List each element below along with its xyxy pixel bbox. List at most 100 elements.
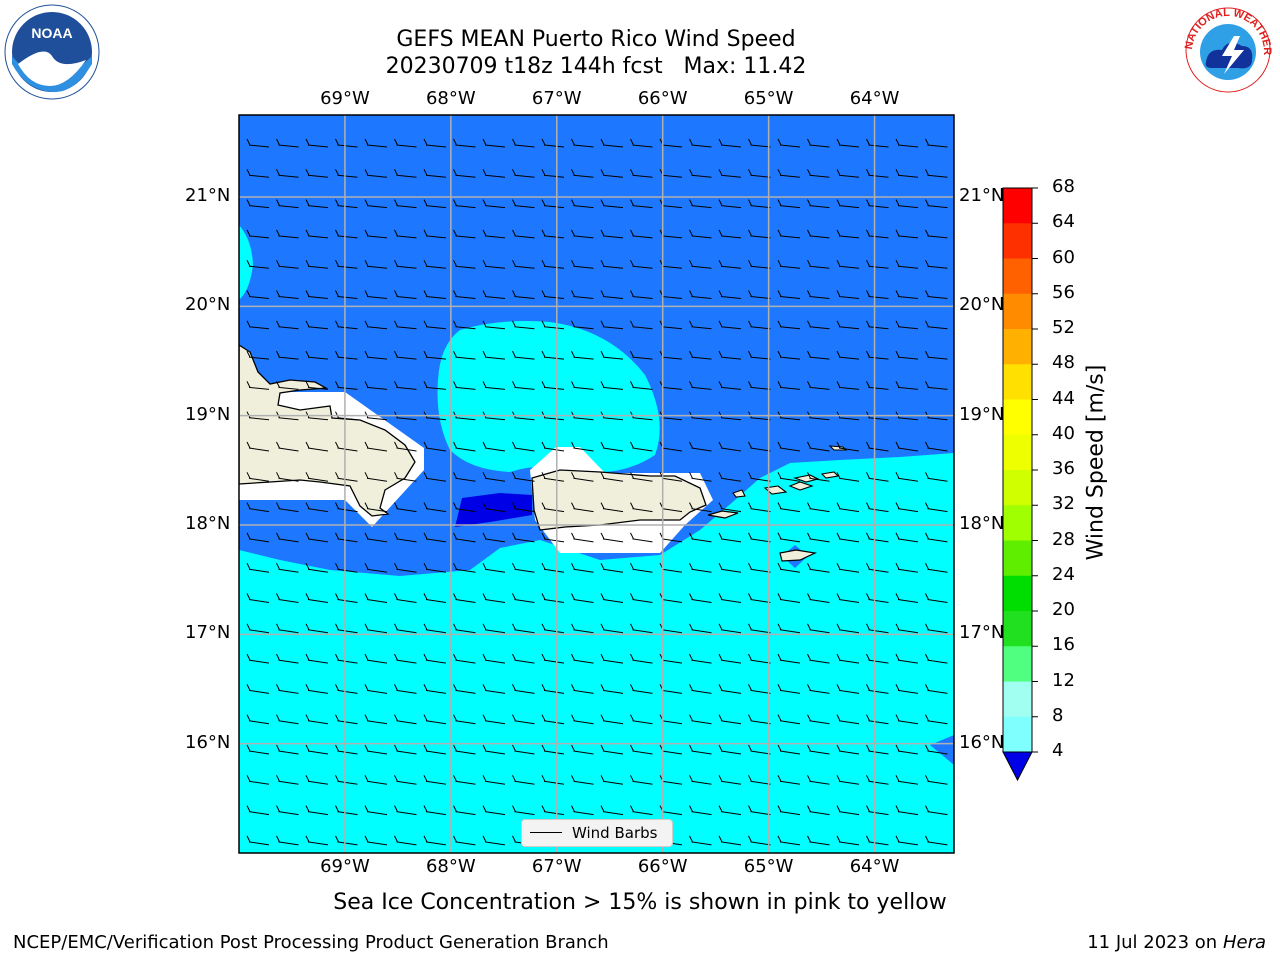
wind-barb (630, 138, 653, 148)
wind-barb (335, 653, 358, 664)
wind-barb (689, 775, 712, 785)
colorbar-segment (1003, 681, 1032, 718)
map-legend: Wind Barbs (521, 819, 673, 847)
wind-barb (718, 502, 742, 513)
wind-barb (689, 138, 712, 148)
wind-barb (689, 350, 712, 360)
wind-barb (482, 411, 506, 421)
wind-barb (541, 472, 565, 482)
wind-barb (571, 532, 594, 543)
wind-barb (836, 411, 860, 421)
wind-barb (423, 653, 447, 664)
wind-barb (748, 229, 771, 239)
wind-barb (600, 593, 624, 603)
wind-barb (630, 593, 653, 603)
wind-barb (394, 199, 417, 209)
wind-barb (453, 775, 476, 785)
wind-barb (718, 744, 742, 755)
colorbar-segment (1003, 364, 1032, 400)
land-st-croix (779, 549, 818, 562)
wind-barb (541, 502, 565, 513)
wind-barb (807, 653, 830, 664)
wind-barb (276, 805, 299, 816)
wind-barb (305, 744, 329, 755)
wind-barb (630, 169, 653, 178)
wind-barb (512, 502, 535, 513)
wind-barb (836, 229, 860, 239)
wind-barb (866, 775, 889, 785)
wind-field-cyan-west (239, 225, 253, 300)
wind-barb (364, 290, 388, 299)
wind-barb (276, 653, 299, 664)
wind-barb (571, 744, 594, 755)
wind-barb (689, 320, 712, 330)
wind-barb (394, 714, 417, 725)
wind-barb (246, 684, 270, 694)
wind-barb (305, 835, 329, 846)
wind-barb (394, 411, 417, 421)
wind-barb (689, 744, 712, 755)
wind-barb (571, 441, 594, 452)
wind-barb (689, 441, 712, 452)
wind-barb (748, 441, 771, 452)
wind-barb (512, 138, 535, 148)
wind-barb (335, 562, 358, 573)
wind-barb (423, 623, 447, 634)
wind-barb (836, 320, 860, 330)
lon-label: 65°W (743, 88, 794, 109)
wind-barb (512, 653, 535, 664)
wind-barb (246, 532, 270, 543)
colorbar-tick-label: 28 (1052, 528, 1075, 550)
lat-label: 20°N (185, 294, 231, 316)
wind-barb (394, 562, 417, 573)
wind-barb (276, 532, 299, 543)
wind-barb (925, 593, 948, 603)
wind-barb (571, 805, 594, 816)
lat-label: 21°N (959, 185, 1005, 206)
wind-barb (895, 805, 919, 816)
wind-barb (305, 684, 329, 694)
wind-barb (571, 169, 594, 178)
legend-label: Wind Barbs (572, 824, 658, 842)
wind-barb (453, 381, 476, 390)
wind-barb (571, 623, 594, 634)
wind-barb (364, 502, 388, 513)
wind-barb (541, 169, 565, 178)
wind-barb (453, 744, 476, 755)
wind-barb (305, 472, 329, 482)
wind-barb (541, 684, 565, 694)
wind-barb (305, 441, 329, 452)
wind-barb (866, 320, 889, 330)
wind-barb (541, 199, 565, 209)
wind-barb (541, 562, 565, 573)
wind-barb (276, 169, 299, 178)
wind-barb (925, 381, 948, 390)
wind-barb (453, 138, 476, 148)
wind-barb (394, 502, 417, 513)
lat-label: 19°N (959, 403, 1005, 425)
wind-barb (276, 411, 299, 421)
wind-barb (394, 653, 417, 664)
wind-barb (925, 320, 948, 330)
wind-barb (777, 411, 801, 421)
lat-label: 20°N (959, 294, 1005, 316)
legend-line-icon (530, 832, 562, 833)
chart-title: GEFS MEAN Puerto Rico Wind Speed (396, 27, 796, 52)
colorbar-tick-label: 56 (1052, 281, 1075, 303)
wind-barb (335, 169, 358, 178)
wind-barb (482, 381, 506, 390)
wind-barb (335, 502, 358, 513)
wind-barb (866, 229, 889, 239)
wind-barb (836, 684, 860, 694)
wind-barb (630, 290, 653, 299)
wind-barb (748, 259, 771, 269)
wind-barb (453, 653, 476, 664)
wind-barb (895, 472, 919, 482)
colorbar-extend-triangle (1002, 751, 1033, 782)
wind-barb (423, 411, 447, 421)
wind-barb (718, 653, 742, 664)
wind-barb (925, 411, 948, 421)
wind-barb (689, 653, 712, 664)
wind-barb (630, 805, 653, 816)
lon-label: 64°W (849, 856, 900, 877)
